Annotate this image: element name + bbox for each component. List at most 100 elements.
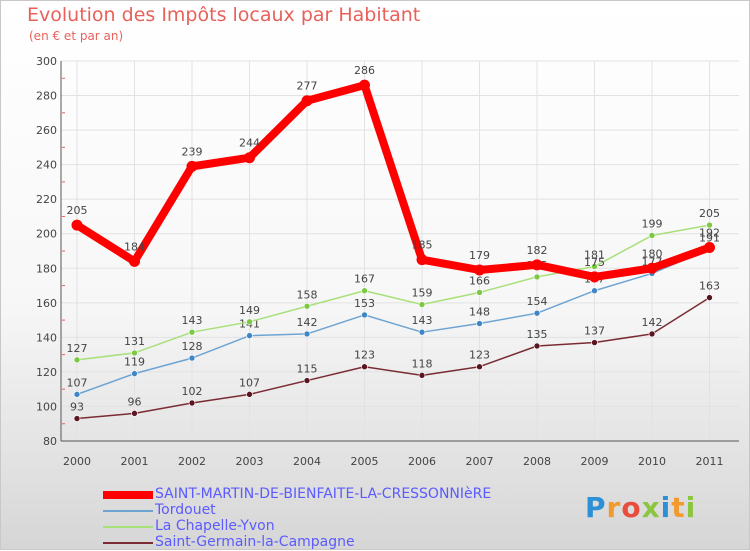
data-label: 135 xyxy=(527,328,548,341)
data-label: 205 xyxy=(699,207,720,220)
data-label: 143 xyxy=(182,314,203,327)
data-point xyxy=(474,264,485,276)
data-point xyxy=(476,363,483,371)
data-point xyxy=(73,356,81,364)
y-tick-label: 200 xyxy=(36,228,57,241)
logo-letter: o xyxy=(621,491,642,524)
data-label: 159 xyxy=(412,287,433,300)
legend-label: SAINT-MARTIN-DE-BIENFAITE-LA-CRESSONNIèR… xyxy=(155,486,492,502)
x-tick-label: 2000 xyxy=(63,455,91,468)
data-point xyxy=(533,342,541,350)
x-tick-label: 2011 xyxy=(696,455,724,468)
data-point xyxy=(71,219,83,231)
data-point xyxy=(476,320,483,327)
legend-swatch xyxy=(103,542,153,544)
y-tick-label: 120 xyxy=(36,366,57,379)
data-label: 180 xyxy=(642,247,663,260)
data-point xyxy=(418,372,426,379)
legend-label: Saint-Germain-la-Campagne xyxy=(155,534,355,550)
data-point xyxy=(533,309,541,317)
data-label: 137 xyxy=(584,325,605,338)
data-point xyxy=(591,287,598,295)
data-label: 96 xyxy=(128,395,142,408)
data-point xyxy=(131,349,138,357)
x-tick-label: 2003 xyxy=(236,455,264,468)
data-label: 128 xyxy=(182,340,203,353)
data-label: 239 xyxy=(182,145,203,158)
data-point xyxy=(589,271,600,283)
legend-label: La Chapelle-Yvon xyxy=(155,518,275,534)
data-label: 115 xyxy=(297,363,318,376)
legend-item: Tordouet xyxy=(103,502,543,519)
series-line xyxy=(73,81,714,281)
data-point xyxy=(188,328,196,336)
legend-item: Saint-Germain-la-Campagne xyxy=(103,534,543,551)
data-label: 286 xyxy=(354,64,375,77)
data-label: 244 xyxy=(239,137,260,150)
data-label: 192 xyxy=(699,227,720,240)
x-tick-label: 2007 xyxy=(466,455,494,468)
x-tick-label: 2005 xyxy=(351,455,379,468)
data-point xyxy=(129,255,140,267)
x-tick-label: 2004 xyxy=(293,455,321,468)
data-point xyxy=(476,289,483,296)
x-tick-label: 2001 xyxy=(121,455,149,468)
data-point xyxy=(648,330,656,338)
data-point xyxy=(188,399,196,407)
data-label: 107 xyxy=(239,376,260,389)
data-label: 119 xyxy=(124,356,145,369)
data-label: 163 xyxy=(699,280,720,293)
data-label: 118 xyxy=(412,357,433,370)
logo-letter: P xyxy=(585,491,607,524)
data-label: 102 xyxy=(182,385,203,398)
data-point xyxy=(359,79,370,91)
data-point xyxy=(244,152,255,164)
data-point xyxy=(303,330,311,338)
y-tick-label: 180 xyxy=(36,262,57,275)
data-point xyxy=(186,160,198,172)
data-label: 123 xyxy=(354,349,375,362)
logo-letter: i xyxy=(685,491,697,524)
data-label: 199 xyxy=(642,217,663,230)
data-label: 142 xyxy=(642,316,663,329)
proxiti-logo: Proxiti xyxy=(585,491,696,524)
y-tick-label: 220 xyxy=(36,193,57,206)
data-point xyxy=(361,363,368,371)
logo-letter: x xyxy=(641,491,661,524)
legend-swatch xyxy=(103,510,153,512)
data-point xyxy=(704,242,715,254)
series-line xyxy=(76,224,711,361)
legend-item: SAINT-MARTIN-DE-BIENFAITE-LA-CRESSONNIèR… xyxy=(103,486,543,503)
data-point xyxy=(246,391,253,398)
data-point xyxy=(646,262,658,274)
x-tick-label: 2009 xyxy=(581,455,609,468)
series-line xyxy=(76,296,711,420)
data-label: 149 xyxy=(239,304,260,317)
data-point xyxy=(303,377,311,384)
data-label: 153 xyxy=(354,297,375,310)
data-label: 142 xyxy=(297,316,318,329)
y-tick-label: 140 xyxy=(36,331,57,344)
data-label: 191 xyxy=(699,231,720,244)
data-label: 131 xyxy=(124,335,145,348)
data-label: 143 xyxy=(412,314,433,327)
data-point xyxy=(648,232,656,239)
data-label: 123 xyxy=(469,349,490,362)
data-point xyxy=(73,415,81,422)
legend-swatch xyxy=(103,491,153,499)
data-point xyxy=(418,301,426,308)
data-point xyxy=(188,354,196,362)
data-point xyxy=(301,95,313,107)
series-line xyxy=(76,248,711,396)
chart-subtitle: (en € et par an) xyxy=(29,29,124,43)
x-tick-label: 2006 xyxy=(408,455,436,468)
y-tick-label: 300 xyxy=(36,55,57,68)
data-label: 107 xyxy=(67,376,88,389)
data-label: 127 xyxy=(67,342,88,355)
data-label: 182 xyxy=(527,244,548,257)
data-label: 148 xyxy=(469,306,490,319)
data-point xyxy=(73,391,81,398)
data-label: 185 xyxy=(412,239,433,252)
data-point xyxy=(706,294,713,301)
